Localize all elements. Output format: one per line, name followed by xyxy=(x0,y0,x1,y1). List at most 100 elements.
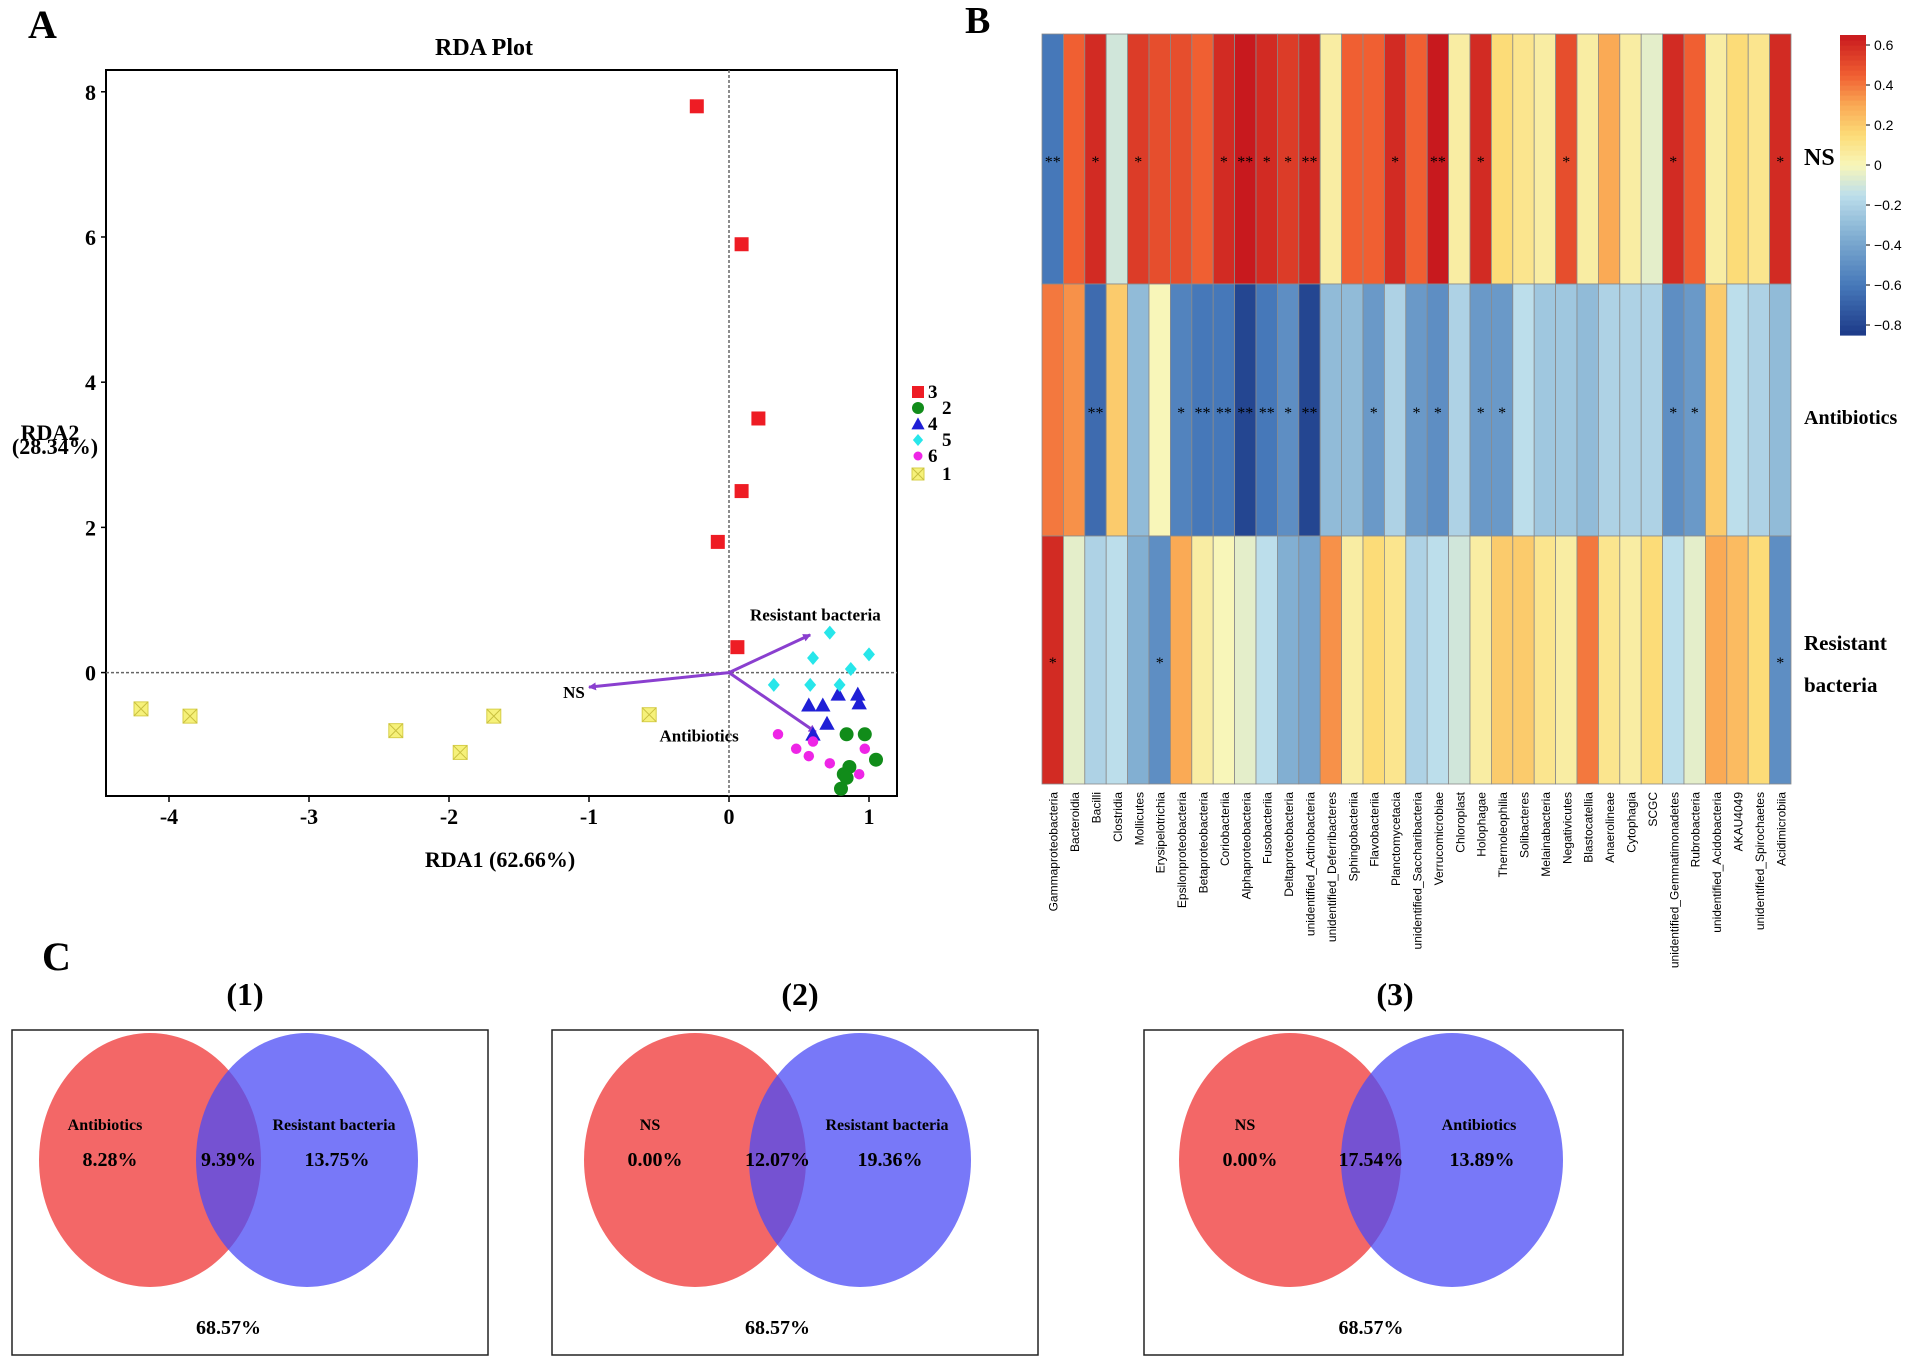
heatmap-cell xyxy=(1041,283,1064,537)
heatmap-significance-star: * xyxy=(1156,655,1164,672)
colorbar-segment xyxy=(1840,160,1866,166)
colorbar-segment xyxy=(1840,265,1866,271)
legend-label-group-5: 5 xyxy=(942,430,952,451)
heatmap-significance-star: * xyxy=(1669,405,1677,422)
heatmap-cell xyxy=(1705,283,1728,537)
hatched-square-cross xyxy=(486,708,502,724)
colorbar-segment xyxy=(1840,80,1866,86)
colorbar-segment xyxy=(1840,220,1866,226)
venn-number: (1) xyxy=(226,976,263,1012)
heatmap-column-label: unidentified_Actinobacteria xyxy=(1304,792,1318,936)
rda-point-group-6 xyxy=(853,768,865,780)
colorbar-segment xyxy=(1840,140,1866,146)
venn-overlap-value: 12.07% xyxy=(745,1149,810,1171)
heatmap-significance-star: ** xyxy=(1195,405,1211,422)
rda-point-group-5 xyxy=(823,625,836,640)
rda-y-axis-label-line2: (28.34%) xyxy=(12,434,98,459)
heatmap-column-label: Deltaproteobacteria xyxy=(1282,792,1296,897)
heatmap-cell xyxy=(1533,535,1556,785)
rda-arrow xyxy=(728,633,812,674)
hatched-square-cross xyxy=(388,723,404,739)
colorbar-segment xyxy=(1840,260,1866,266)
heatmap-cell xyxy=(1341,33,1364,285)
legend-marker-group-4 xyxy=(911,417,925,430)
heatmap-cell xyxy=(1576,33,1599,285)
heatmap-column-label: Rubrobacteria xyxy=(1689,792,1703,868)
heatmap-column-label: Sphingobacteriia xyxy=(1346,792,1360,882)
rda-point-group-6 xyxy=(772,729,784,740)
venn-right-circle xyxy=(749,1033,971,1287)
colorbar-tick-label: −0.8 xyxy=(1874,317,1902,333)
heatmap-cell xyxy=(1747,535,1770,785)
rda-point-group-3 xyxy=(734,237,749,252)
colorbar-segment xyxy=(1840,40,1866,46)
heatmap-cell xyxy=(1212,535,1235,785)
colorbar-segment xyxy=(1840,100,1866,106)
colorbar-segment xyxy=(1840,75,1866,81)
heatmap-row-label: NS xyxy=(1804,145,1835,171)
colorbar-segment xyxy=(1840,230,1866,236)
heatmap-cell xyxy=(1705,535,1728,785)
heatmap-column-label: unidentified_Acidobacteria xyxy=(1710,792,1724,933)
venn-outside-value: 68.57% xyxy=(745,1317,810,1339)
venn-left-label: NS xyxy=(640,1117,661,1134)
heatmap-significance-star: * xyxy=(1669,154,1677,171)
heatmap-cell xyxy=(1619,33,1642,285)
legend-label-group-2: 2 xyxy=(942,398,952,419)
heatmap-cell xyxy=(1341,535,1364,785)
heatmap-cell xyxy=(1619,283,1642,537)
heatmap-cell xyxy=(1619,535,1642,785)
rda-y-ticks: 0 2 4 6 8 xyxy=(85,80,106,686)
rda-title: RDA Plot xyxy=(435,35,533,61)
colorbar-segment xyxy=(1840,185,1866,191)
heatmap-cell xyxy=(1170,535,1193,785)
heatmap-column-label: Erysipelotrichia xyxy=(1154,792,1168,874)
heatmap-column-label: Bacteroidia xyxy=(1068,792,1082,852)
venn-diagram-3: (3) NS 0.00% 17.54% Antibiotics 13.89% 68.57% xyxy=(1143,976,1624,1356)
venn-right-value: 13.75% xyxy=(305,1149,370,1171)
heatmap-significance-star: * xyxy=(1691,405,1699,422)
heatmap-cell xyxy=(1426,535,1449,785)
rda-x-ticks: -4 -3 -2 -1 0 1 xyxy=(160,796,875,829)
heatmap-column-label: unidentified_Spirochaetes xyxy=(1753,792,1767,930)
heatmap-column-label: Cytophagia xyxy=(1625,792,1639,853)
rda-x-tick-label: 0 xyxy=(724,804,735,829)
colorbar-segment xyxy=(1840,70,1866,76)
heatmap-significance-star: * xyxy=(1284,405,1292,422)
heatmap-column-label: Thermoleophilia xyxy=(1496,792,1510,878)
rda-point-group-6 xyxy=(790,743,802,755)
rda-point-group-1 xyxy=(388,723,404,739)
hatched-square-cross xyxy=(182,708,198,724)
rda-point-group-5 xyxy=(844,661,857,676)
rda-point-group-5 xyxy=(804,677,817,692)
legend-label-group-4: 4 xyxy=(928,414,938,435)
colorbar-segment xyxy=(1840,330,1866,336)
colorbar-segment xyxy=(1840,205,1866,211)
heatmap-significance-star: * xyxy=(1177,405,1185,422)
heatmap-column-label: SCGC xyxy=(1646,792,1660,827)
rda-point-group-4 xyxy=(805,726,821,741)
venn-frame xyxy=(11,1029,489,1356)
heatmap-significance-star: ** xyxy=(1088,405,1104,422)
rda-arrow xyxy=(728,671,817,734)
heatmap-column-label: Epsilonproteobacteria xyxy=(1175,792,1189,908)
heatmap-cell xyxy=(1384,283,1407,537)
colorbar-segment xyxy=(1840,255,1866,261)
heatmap-column-label: Betaproteobacteria xyxy=(1197,792,1211,894)
colorbar-segment xyxy=(1840,155,1866,161)
colorbar-segment xyxy=(1840,105,1866,111)
colorbar-segment xyxy=(1840,240,1866,246)
rda-x-tick-label: -1 xyxy=(580,804,598,829)
heatmap-significance-star: * xyxy=(1263,154,1271,171)
colorbar-segment xyxy=(1840,325,1866,331)
heatmap-cell xyxy=(1747,283,1770,537)
rda-arrow-label: NS xyxy=(563,683,585,702)
rda-point-group-3 xyxy=(734,484,749,499)
colorbar-segment xyxy=(1840,285,1866,291)
heatmap-cell xyxy=(1448,33,1471,285)
colorbar-segment xyxy=(1840,170,1866,176)
venn-frame xyxy=(1143,1029,1624,1356)
rda-point-group-5 xyxy=(767,677,780,692)
heatmap-cell xyxy=(1640,283,1663,537)
